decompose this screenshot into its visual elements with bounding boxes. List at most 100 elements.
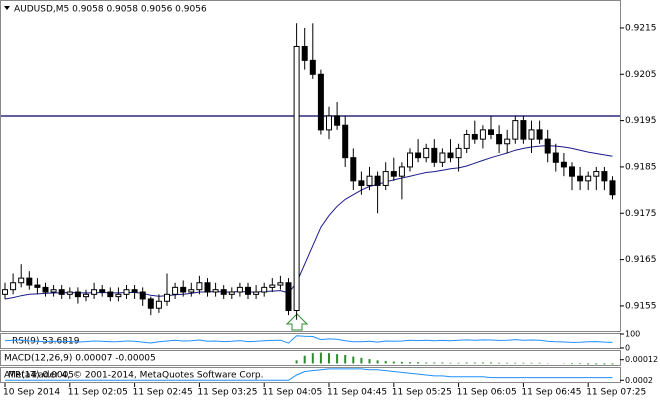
x-tick-label: 11 Sep 04:45 <box>327 388 387 398</box>
x-tick-label: 11 Sep 06:45 <box>521 388 581 398</box>
candle-body <box>609 180 616 196</box>
candle-body <box>334 115 341 126</box>
candle-body <box>34 284 41 288</box>
signal-arrow <box>285 313 309 331</box>
y-tick-label: 0.9185 <box>625 162 657 172</box>
candle-body <box>188 289 195 293</box>
histogram-bar <box>603 363 606 365</box>
candle-body <box>261 286 268 293</box>
chart-title: AUDUSD,M5 0.9058 0.9058 0.9056 0.9056 <box>14 5 207 15</box>
candle-body <box>139 291 146 300</box>
copyright: MetaTrader 4, © 2001-2014, MetaQuotes So… <box>8 371 264 381</box>
candle-body <box>115 293 122 298</box>
y-tick-label: 0.9205 <box>625 70 657 80</box>
histogram-bar <box>311 353 314 364</box>
histogram-bar <box>473 362 476 364</box>
histogram-bar <box>441 362 444 364</box>
menu-icon <box>4 6 10 10</box>
candle-body <box>147 298 154 309</box>
candle-body <box>374 175 381 186</box>
histogram-bar <box>571 363 573 365</box>
candle-body <box>26 277 33 286</box>
candle-body <box>317 73 324 131</box>
histogram-bar <box>457 362 460 364</box>
candle-body <box>350 157 357 182</box>
x-tick-label: 11 Sep 04:05 <box>262 388 322 398</box>
y-tick-label: 0.9215 <box>625 23 657 33</box>
panel-title: MACD(12,26,9) 0.00007 -0.00005 <box>4 354 156 364</box>
candle-body <box>415 152 422 159</box>
candle-body <box>447 152 454 159</box>
candle-body <box>123 289 130 295</box>
histogram-bar <box>538 362 541 364</box>
histogram-bar <box>344 355 347 364</box>
histogram-bar <box>392 361 395 364</box>
x-tick-label: 11 Sep 07:25 <box>586 388 646 398</box>
candle-body <box>236 286 243 293</box>
histogram-bar <box>490 362 492 364</box>
candle-body <box>504 138 511 145</box>
atr-panel <box>0 367 621 383</box>
histogram-bar <box>481 362 484 364</box>
histogram-bar <box>530 362 533 364</box>
histogram-bar <box>587 363 590 365</box>
x-tick-label: 11 Sep 03:25 <box>197 388 257 398</box>
candle-body <box>66 291 73 295</box>
candle-body <box>42 286 49 293</box>
histogram-bar <box>368 359 371 364</box>
candle-body <box>390 171 397 177</box>
candle-body <box>358 180 365 186</box>
candle-body <box>577 175 584 182</box>
candle-body <box>293 45 300 312</box>
candle-body <box>180 286 187 293</box>
candle-body <box>277 282 284 286</box>
moving-average <box>4 145 613 300</box>
candle-body <box>439 152 446 163</box>
candle-body <box>455 147 462 159</box>
candle-body <box>107 291 114 298</box>
candle-body <box>10 282 17 291</box>
candle-body <box>285 282 292 312</box>
candle-body <box>398 166 405 177</box>
candle-body <box>74 291 81 298</box>
macd-panel <box>0 350 621 366</box>
histogram-bar <box>360 357 363 364</box>
histogram-bar <box>449 362 452 364</box>
histogram-bar <box>595 363 598 365</box>
indicator-line <box>4 335 613 344</box>
y-tick-label: 0.9155 <box>625 301 657 311</box>
candle-body <box>593 171 600 177</box>
candle-body <box>220 289 227 295</box>
candle-body <box>423 147 430 159</box>
x-tick-label: 10 Sep 2014 <box>3 388 60 398</box>
x-tick-label: 11 Sep 02:45 <box>133 388 193 398</box>
candle-body <box>536 129 543 140</box>
candle-body <box>91 289 98 295</box>
candle-body <box>212 289 219 293</box>
histogram-bar <box>336 354 339 364</box>
y-tick-label: 0.9195 <box>625 116 657 126</box>
candle-body <box>164 293 170 302</box>
histogram-bar <box>303 355 306 364</box>
histogram-bar <box>465 362 468 364</box>
histogram-bar <box>514 362 517 364</box>
candle-body <box>245 286 251 295</box>
candle-body <box>407 152 413 168</box>
panel-title: ATR(14) 0.0005 <box>4 371 74 381</box>
y-tick-label: 0.9175 <box>625 209 657 219</box>
candle-body <box>552 152 559 163</box>
y-tick-label: 0.0002 <box>625 376 653 385</box>
histogram-bar <box>506 362 509 364</box>
candle-body <box>601 171 608 182</box>
histogram-bar <box>400 361 403 364</box>
histogram-bar <box>498 362 501 364</box>
candle-body <box>309 59 316 75</box>
candle-body <box>528 129 535 140</box>
candle-body <box>520 120 527 140</box>
histogram-bar <box>417 362 420 364</box>
candle-body <box>155 300 162 309</box>
rsi-panel <box>0 333 621 349</box>
candle-body <box>544 138 551 154</box>
y-tick-label: 0.9165 <box>625 255 657 265</box>
